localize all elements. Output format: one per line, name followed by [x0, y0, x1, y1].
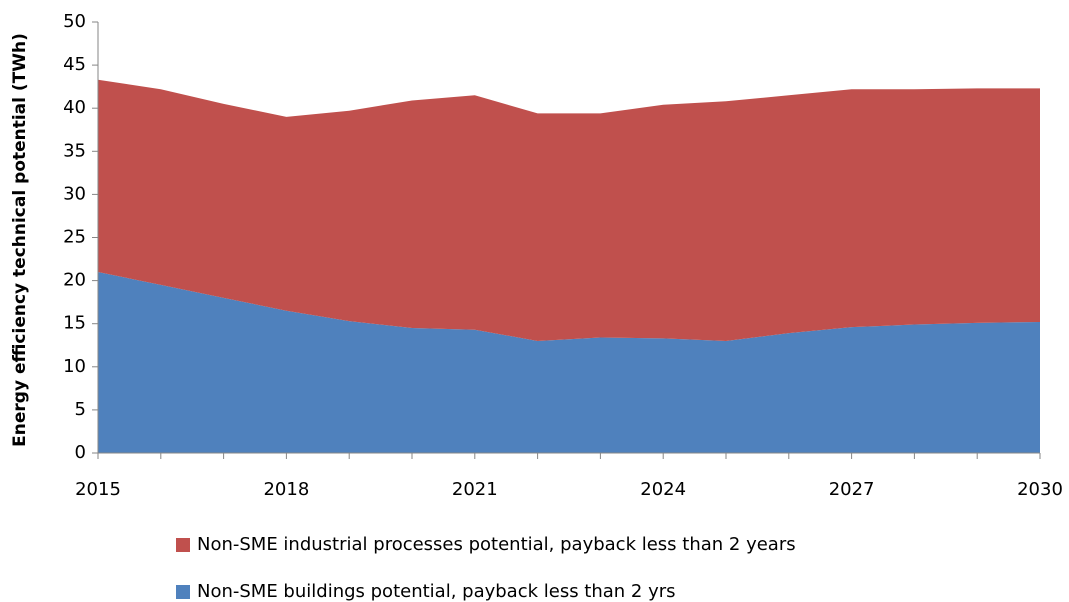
x-tick-label: 2030 — [1017, 479, 1063, 500]
legend-swatch — [176, 538, 190, 552]
y-tick-label: 30 — [63, 183, 86, 204]
area — [98, 79, 1040, 341]
legend-label: Non-SME buildings potential, payback les… — [197, 581, 676, 602]
y-tick-label: 50 — [63, 11, 86, 32]
x-tick-label: 2018 — [263, 479, 309, 500]
legend-swatch — [176, 585, 190, 599]
y-tick-label: 15 — [63, 313, 86, 334]
x-tick-label: 2027 — [829, 479, 875, 500]
y-axis-label: Energy efficiency technical potential (T… — [10, 33, 30, 447]
y-tick-label: 45 — [63, 54, 86, 75]
y-tick-label: 35 — [63, 140, 86, 161]
y-tick-label: 25 — [63, 227, 86, 248]
y-tick-label: 20 — [63, 270, 86, 291]
y-tick-label: 5 — [75, 399, 86, 420]
y-tick-label: 40 — [63, 97, 86, 118]
x-tick-label: 2015 — [75, 479, 121, 500]
x-tick-label: 2024 — [640, 479, 686, 500]
x-tick-label: 2021 — [452, 479, 498, 500]
y-tick-label: 0 — [75, 442, 86, 463]
area — [98, 271, 1040, 453]
y-tick-label: 10 — [63, 356, 86, 377]
legend-label: Non-SME industrial processes potential, … — [197, 534, 796, 555]
